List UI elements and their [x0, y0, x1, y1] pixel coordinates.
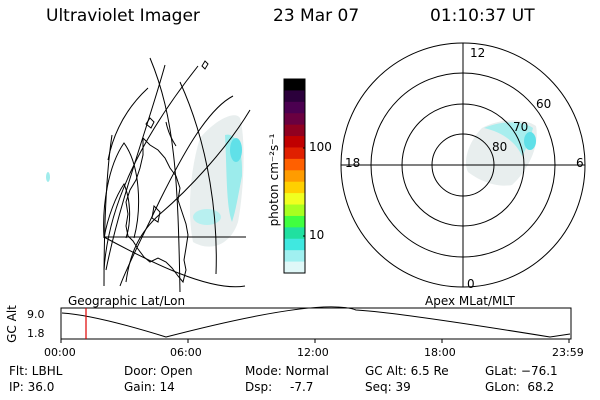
- timeline-tick-1800: 18:00: [424, 346, 456, 359]
- info-seq: Seq: 39: [365, 380, 411, 394]
- colorbar-cell: [284, 124, 305, 137]
- info-glat: GLat: −76.1: [485, 364, 558, 378]
- geo-aurora: [46, 115, 244, 247]
- polar-label-12: 12: [470, 46, 486, 60]
- timeline-plot: [60, 306, 572, 343]
- colorbar-tick-100: 100: [309, 140, 332, 154]
- timeline-tick-0600: 06:00: [170, 346, 202, 359]
- colorbar-cell: [284, 238, 305, 251]
- colorbar-cell: [284, 204, 305, 217]
- colorbar-cell: [284, 101, 305, 114]
- info-dsp-value: -7.7: [290, 380, 314, 394]
- polar-plot: [340, 42, 586, 288]
- timeline-ylabel: GC Alt: [5, 305, 19, 343]
- geo-coastline: [125, 60, 209, 284]
- info-mode: Mode: Normal: [245, 364, 329, 378]
- polar-label-18: 18: [345, 156, 361, 170]
- date-label: 23 Mar 07: [273, 6, 360, 26]
- polar-label-70: 70: [513, 120, 529, 134]
- polar-label-0: 0: [467, 277, 475, 291]
- colorbar-cell: [284, 136, 305, 149]
- info-ip: IP: 36.0: [9, 380, 55, 394]
- apex-map-label: Apex MLat/MLT: [425, 294, 515, 308]
- timeline-tick-2359: 23:59: [552, 346, 584, 359]
- colorbar-unit-label: photon cm⁻²s⁻¹: [267, 133, 281, 227]
- polar-label-6: 6: [576, 156, 584, 170]
- colorbar-cell: [284, 79, 305, 92]
- colorbar: [283, 78, 306, 274]
- timeline-y-bottom: 1.8: [27, 327, 45, 340]
- geo-grid: [103, 57, 251, 293]
- info-gc-alt: GC Alt: 6.5 Re: [365, 364, 449, 378]
- colorbar-cell: [284, 113, 305, 126]
- colorbar-cell: [284, 170, 305, 183]
- info-filter: Flt: LBHL: [9, 364, 63, 378]
- info-glon: GLon: 68.2: [485, 380, 555, 394]
- timeline-tick-0000: 00:00: [44, 346, 76, 359]
- colorbar-cell: [284, 90, 305, 103]
- colorbar-cell: [284, 158, 305, 171]
- colorbar-cell: [284, 227, 305, 240]
- polar-aurora: [465, 120, 537, 186]
- colorbar-cell: [284, 215, 305, 228]
- geo-map-label: Geographic Lat/Lon: [68, 294, 186, 308]
- info-door: Door: Open: [124, 364, 193, 378]
- colorbar-cell: [284, 193, 305, 206]
- timeline-y-top: 9.0: [27, 308, 45, 321]
- info-gain: Gain: 14: [124, 380, 175, 394]
- colorbar-cell: [284, 147, 305, 160]
- polar-label-60: 60: [536, 97, 552, 111]
- colorbar-cell: [284, 250, 305, 263]
- info-dsp-label: Dsp:: [245, 380, 273, 394]
- colorbar-cell: [284, 261, 305, 274]
- timeline-tick-1200: 12:00: [297, 346, 329, 359]
- polar-label-80: 80: [492, 140, 508, 154]
- colorbar-cell: [284, 181, 305, 194]
- colorbar-tick-10: 10: [309, 228, 325, 242]
- time-label: 01:10:37 UT: [430, 6, 535, 26]
- app-title: Ultraviolet Imager: [46, 6, 200, 26]
